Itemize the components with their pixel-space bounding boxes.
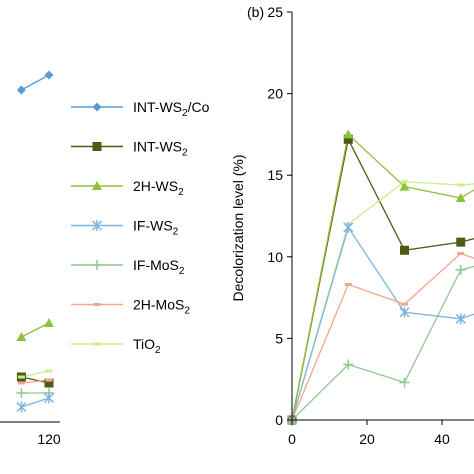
legend-marker (91, 220, 103, 231)
panel-b-y-tick-label: 0 (275, 412, 283, 428)
panel-a-line-2h-ws2 (21, 322, 50, 338)
panel-b-point-2h-ws2-1 (343, 129, 354, 139)
panel-a-point-2h-ws2-0 (16, 332, 27, 341)
panel-b-line-if-mos2 (291, 265, 474, 421)
legend-entry-int-ws2-co: INT-WS2/Co (71, 99, 210, 119)
panel-a-point-int-ws2-co-0 (16, 85, 26, 95)
panel-b-line-tio2 (291, 181, 474, 421)
panel-b-y-tick-label: 5 (275, 330, 283, 346)
legend-entry-2h-mos2: 2H-MoS2 (71, 297, 190, 317)
panel-a-x-tick-label: 120 (37, 431, 61, 447)
legend-label: 2H-MoS2 (133, 297, 190, 317)
panel-b-point-if-mos2-2 (399, 377, 410, 388)
legend-entry-if-mos2: IF-MoS2 (71, 257, 185, 277)
panel-a-point-if-mos2-0 (16, 388, 27, 398)
panel-b-x-tick-label: 40 (434, 431, 450, 447)
panel-b-point-tio2-2 (401, 180, 408, 184)
legend-entry-tio2: TiO2 (71, 336, 161, 356)
panel-b-point-int-ws2-1 (343, 134, 353, 144)
legend-label: TiO2 (133, 336, 161, 356)
panel-a-point-tio2-1 (45, 369, 53, 373)
legend-label: IF-WS2 (133, 218, 179, 238)
panel-a-line-2h-mos2 (21, 379, 50, 384)
legend-marker (92, 142, 102, 151)
panel-b-label: (b) (247, 4, 264, 20)
panel-a-point-2h-mos2-1 (45, 378, 53, 382)
panel-b-point-int-ws2-2 (400, 245, 409, 255)
panel-b-y-tick-label: 15 (267, 167, 283, 183)
panel-b-point-if-ws2-3 (455, 313, 466, 325)
panel-b: 0 5 10 15 20 25 0 20 40 Decolorization level (%) (… (230, 4, 474, 447)
panel-b-point-2h-mos2-1 (344, 283, 352, 287)
panel-b-x-tick-label: 0 (288, 431, 296, 447)
panel-b-markers (286, 129, 466, 426)
panel-a-series-lines (21, 74, 50, 408)
panel-a-point-if-ws2-0 (16, 401, 27, 413)
legend-label: INT-WS2 (133, 139, 188, 159)
legend-label: INT-WS2/Co (133, 99, 210, 119)
panel-a-line-tio2 (21, 370, 50, 378)
panel-a-line-int-ws2 (21, 376, 50, 384)
panel-b-point-int-ws2-3 (456, 237, 466, 247)
panel-a-point-int-ws2-co-1 (44, 70, 54, 80)
legend-marker (92, 260, 102, 270)
panel-a-markers (16, 70, 55, 413)
legend: INT-WS2/Co INT-WS2 2H-WS2 IF-WS2 IF-MoS2 2H-M… (71, 99, 210, 356)
legend-label: 2H-WS2 (133, 178, 184, 198)
panel-b-point-tio2-3 (457, 183, 465, 187)
panel-b-y-axis-label: Decolorization level (%) (230, 154, 246, 301)
panel-b-y-tick-label: 20 (267, 86, 283, 102)
panel-a-point-if-ws2-1 (43, 392, 55, 404)
legend-entry-2h-ws2: 2H-WS2 (71, 178, 184, 198)
panel-b-y-tick-label: 10 (267, 249, 283, 265)
legend-marker (92, 181, 102, 190)
legend-marker (92, 102, 102, 112)
panel-a-line-int-ws2-co (21, 74, 50, 91)
legend-marker (93, 303, 101, 306)
panel-b-point-if-ws2-2 (399, 306, 410, 318)
panel-b-x-tick-label: 20 (359, 431, 375, 447)
legend-entry-int-ws2: INT-WS2 (71, 139, 188, 159)
panel-b-series-lines (291, 133, 474, 421)
panel-b-y-tick-label: 25 (267, 4, 283, 20)
legend-marker (93, 342, 101, 346)
legend-label: IF-MoS2 (133, 257, 185, 277)
panel-a-x-axis: 120 (0, 421, 61, 447)
panel-a-point-tio2-0 (17, 375, 25, 379)
panel-b-line-2h-ws2 (291, 133, 474, 421)
panel-b-point-2h-mos2-3 (457, 252, 465, 256)
legend-entry-if-ws2: IF-WS2 (71, 218, 179, 238)
panel-a: 120 (0, 70, 61, 447)
panel-b-point-if-mos2-1 (343, 359, 354, 370)
panel-a-point-2h-ws2-1 (44, 318, 54, 327)
panel-b-point-2h-mos2-2 (401, 302, 408, 306)
panel-b-point-2h-ws2-3 (455, 193, 466, 203)
panel-a-point-int-ws2-1 (44, 378, 54, 388)
panel-b-point-2h-ws2-2 (399, 181, 410, 191)
panel-b-axes: 0 5 10 15 20 25 0 20 40 Decolorization level (%) (… (230, 4, 474, 447)
panel-a-point-2h-mos2-0 (17, 381, 25, 385)
panel-a-line-if-ws2 (21, 397, 50, 408)
panel-b-point-if-ws2-1 (343, 221, 354, 233)
panel-b-point-if-mos2-3 (455, 264, 466, 275)
